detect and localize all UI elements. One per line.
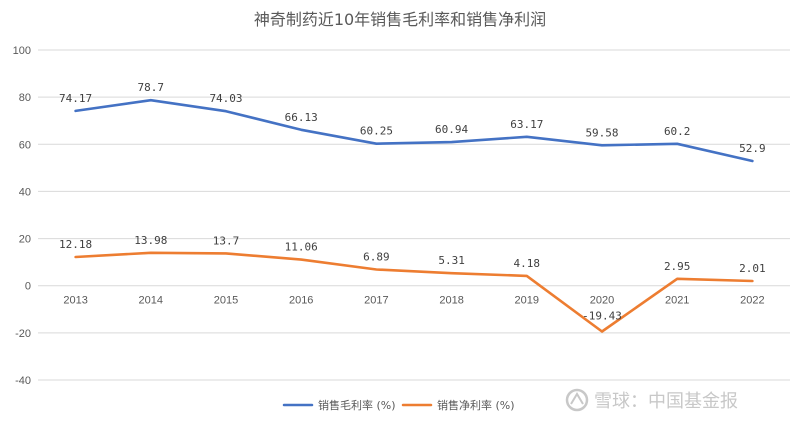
data-label: 2.95 [664,260,691,273]
x-tick-label: 2018 [439,295,463,307]
y-tick-label: 60 [19,139,31,151]
legend-label-gross-margin: 销售毛利率 (%) [318,398,396,412]
y-tick-label: 80 [19,92,31,104]
data-label: 13.7 [213,234,240,247]
x-tick-label: 2017 [364,295,388,307]
data-label: 74.17 [59,92,92,105]
data-label: 6.89 [363,250,390,263]
data-label: 13.98 [134,234,167,247]
data-label: 4.18 [514,257,541,270]
y-tick-label: 40 [19,186,31,198]
data-label: 59.58 [585,126,618,139]
data-label: 60.94 [435,123,468,136]
data-label: 74.03 [209,92,242,105]
legend: 销售毛利率 (%) 销售净利率 (%) [282,398,515,412]
data-label: 5.31 [438,254,465,267]
data-label: 11.06 [285,241,318,254]
gridlines [38,49,790,381]
data-label: -19.43 [582,310,622,323]
y-tick-label: 100 [13,45,31,57]
data-label: 2.01 [739,262,766,275]
x-tick-label: 2014 [139,295,163,307]
watermark-text: 雪球：中国基金报 [594,391,738,412]
x-tick-label: 2019 [515,295,539,307]
x-tick-label: 2020 [590,295,614,307]
x-tick-label: 2022 [740,295,764,307]
y-tick-label: 0 [25,281,31,293]
data-label: 60.2 [664,125,691,138]
data-label: 78.7 [138,81,165,94]
legend-label-net-margin: 销售净利率 (%) [437,398,515,412]
data-label: 52.9 [739,142,766,155]
y-tick-label: 20 [19,234,31,246]
data-label: 60.25 [360,125,393,138]
gross-margin-line [74,98,754,163]
x-tick-label: 2015 [214,295,238,307]
y-tick-label: -20 [15,328,31,340]
data-label: 63.17 [510,118,543,131]
x-axis-tick-labels: 2013 2014 2015 2016 2017 2018 2019 2020 2021 2022 [63,295,764,307]
x-tick-label: 2013 [63,295,87,307]
net-margin-line [74,251,754,333]
series-lines [74,98,754,333]
y-tick-label: -40 [15,375,31,387]
x-tick-label: 2021 [665,295,689,307]
y-axis-tick-labels: -40 -20 0 20 40 60 80 100 [13,45,31,387]
data-labels: 74.17 78.7 74.03 66.13 60.25 60.94 63.17 59.58 6… [59,81,766,322]
x-tick-label: 2016 [289,295,313,307]
watermark: 雪球：中国基金报 [565,388,738,412]
snowball-logo-icon [565,388,589,412]
data-label: 66.13 [285,111,318,124]
chart-title: 神奇制药近10年销售毛利率和销售净利润 [254,10,546,29]
data-label: 12.18 [59,238,92,251]
